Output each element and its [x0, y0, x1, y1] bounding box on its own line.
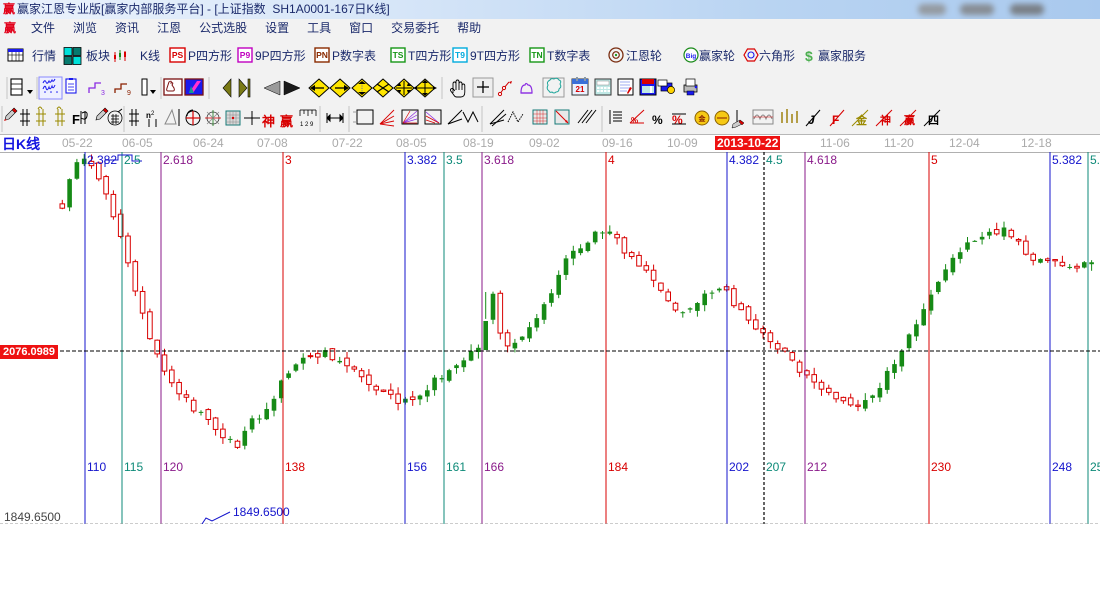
svg-text:1849.6500: 1849.6500 — [4, 510, 61, 524]
svg-text:TS: TS — [393, 50, 404, 60]
svg-text:金: 金 — [698, 114, 707, 123]
svg-text:%: % — [672, 113, 683, 127]
svg-text:P9: P9 — [240, 50, 251, 60]
svg-text:3: 3 — [101, 90, 105, 97]
svg-text:%: % — [631, 116, 638, 125]
svg-text:Big: Big — [686, 53, 697, 60]
svg-text:1 2 9: 1 2 9 — [300, 122, 314, 128]
svg-text:T9: T9 — [455, 50, 465, 60]
svg-text:赢: 赢 — [280, 114, 293, 129]
svg-text:9: 9 — [127, 90, 131, 97]
svg-text:1849.6500: 1849.6500 — [233, 505, 290, 519]
svg-text:$: $ — [805, 48, 813, 64]
svg-text:F: F — [72, 112, 80, 127]
svg-text:21: 21 — [576, 85, 585, 94]
svg-text:%: % — [652, 113, 663, 127]
svg-text:神: 神 — [262, 114, 275, 129]
svg-text:2: 2 — [151, 111, 155, 117]
svg-text:PS: PS — [172, 50, 184, 60]
svg-text:PN: PN — [316, 50, 328, 60]
svg-text:TN: TN — [531, 50, 542, 60]
svg-text:金: 金 — [855, 113, 868, 127]
